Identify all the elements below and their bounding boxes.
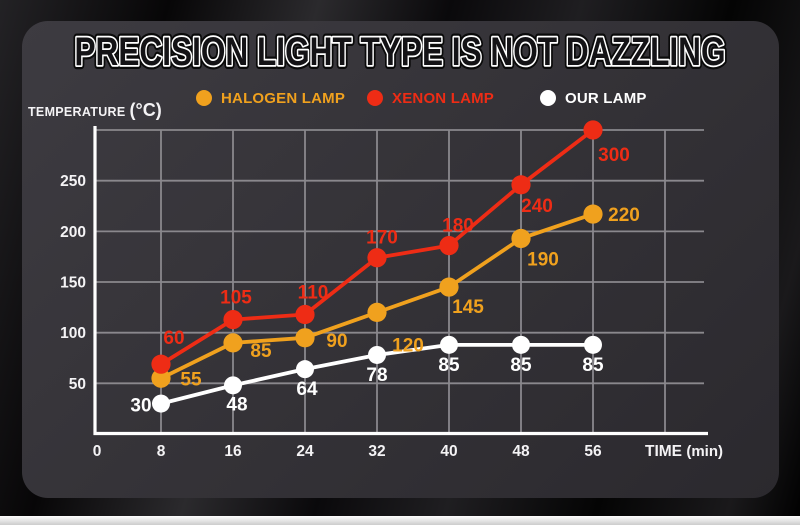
data-point-label-xenon-lamp: 300: [598, 145, 630, 166]
data-point-label-our-lamp: 64: [296, 379, 318, 400]
data-point-halogen-lamp: [511, 228, 531, 249]
x-tick-label: 16: [224, 443, 242, 460]
legend-item-halogen: HALOGEN LAMP: [196, 88, 345, 108]
data-point-our-lamp: [368, 345, 386, 364]
data-point-our-lamp: [584, 335, 602, 354]
y-tick-label: 50: [69, 376, 86, 393]
data-point-halogen-lamp: [583, 204, 603, 224]
data-point-label-our-lamp: 85: [510, 355, 532, 376]
data-point-xenon-lamp: [295, 304, 315, 325]
x-tick-label: 24: [296, 443, 314, 460]
data-point-xenon-lamp: [151, 354, 171, 374]
x-tick-label: 32: [368, 443, 385, 460]
data-point-our-lamp: [224, 376, 242, 395]
data-point-label-xenon-lamp: 105: [220, 288, 252, 309]
data-point-label-our-lamp: 85: [438, 355, 460, 376]
data-point-label-halogen-lamp: 90: [326, 331, 347, 352]
data-point-our-lamp: [440, 335, 458, 354]
data-point-label-xenon-lamp: 240: [521, 196, 553, 217]
x-tick-label: 56: [584, 443, 602, 460]
legend-item-xenon: XENON LAMP: [367, 88, 494, 108]
data-point-label-halogen-lamp: 85: [250, 341, 272, 362]
chart-panel: [22, 21, 779, 498]
data-point-label-xenon-lamp: 170: [366, 228, 398, 249]
data-point-halogen-lamp: [439, 277, 459, 297]
legend-item-our: OUR LAMP: [540, 88, 647, 108]
data-point-our-lamp: [296, 360, 314, 379]
data-point-label-our-lamp: 30: [130, 396, 151, 417]
data-point-label-xenon-lamp: 110: [298, 283, 329, 304]
x-axis-title: TIME (min): [645, 443, 723, 460]
y-axis-unit-text: (°C): [129, 100, 162, 120]
data-point-label-halogen-lamp: 145: [452, 297, 484, 318]
x-tick-label: 40: [440, 443, 457, 460]
x-tick-label: 48: [512, 443, 530, 460]
data-point-label-xenon-lamp: 60: [163, 328, 184, 349]
legend-label-halogen: HALOGEN LAMP: [221, 89, 346, 107]
y-tick-label: 200: [60, 224, 86, 241]
bottom-strip: [0, 516, 800, 525]
y-tick-label: 250: [60, 173, 86, 190]
data-point-our-lamp: [152, 394, 170, 413]
data-point-label-halogen-lamp: 190: [527, 249, 559, 270]
page-title-text: PRECISION LIGHT TYPE IS NOT DAZZLING: [74, 28, 725, 73]
y-axis-title: TEMPERATURE (°C): [28, 100, 162, 121]
data-point-our-lamp: [512, 335, 530, 354]
data-point-halogen-lamp: [295, 328, 315, 348]
data-point-xenon-lamp: [223, 310, 243, 330]
data-point-xenon-lamp: [367, 248, 387, 268]
page-title: PRECISION LIGHT TYPE IS NOT DAZZLING PRE…: [71, 25, 729, 78]
y-tick-label: 100: [60, 325, 86, 342]
data-point-label-our-lamp: 78: [366, 365, 387, 386]
legend-label-our: OUR LAMP: [565, 89, 647, 107]
data-point-xenon-lamp: [511, 175, 531, 195]
data-point-halogen-lamp: [151, 368, 171, 388]
xenon-dot-icon: [367, 90, 383, 106]
data-point-label-halogen-lamp: 55: [180, 369, 202, 390]
data-point-xenon-lamp: [439, 236, 459, 256]
our-lamp-dot-icon: [540, 90, 556, 106]
data-point-label-xenon-lamp: 180: [442, 216, 474, 237]
data-point-label-halogen-lamp: 120: [392, 335, 424, 356]
data-point-label-halogen-lamp: 220: [608, 205, 640, 226]
data-point-label-our-lamp: 85: [582, 355, 604, 376]
y-tick-label: 150: [60, 275, 86, 292]
halogen-dot-icon: [196, 90, 212, 106]
legend: HALOGEN LAMP XENON LAMP OUR LAMP: [0, 88, 800, 108]
data-point-halogen-lamp: [223, 333, 243, 353]
data-point-halogen-lamp: [367, 302, 387, 323]
y-axis-title-text: TEMPERATURE: [28, 105, 126, 119]
data-point-xenon-lamp: [583, 120, 603, 140]
x-tick-label: 0: [93, 443, 102, 460]
page-title-outline: PRECISION LIGHT TYPE IS NOT DAZZLING: [74, 28, 725, 73]
data-point-label-our-lamp: 48: [226, 394, 247, 415]
x-tick-label: 8: [157, 443, 166, 460]
legend-label-xenon: XENON LAMP: [392, 89, 495, 107]
